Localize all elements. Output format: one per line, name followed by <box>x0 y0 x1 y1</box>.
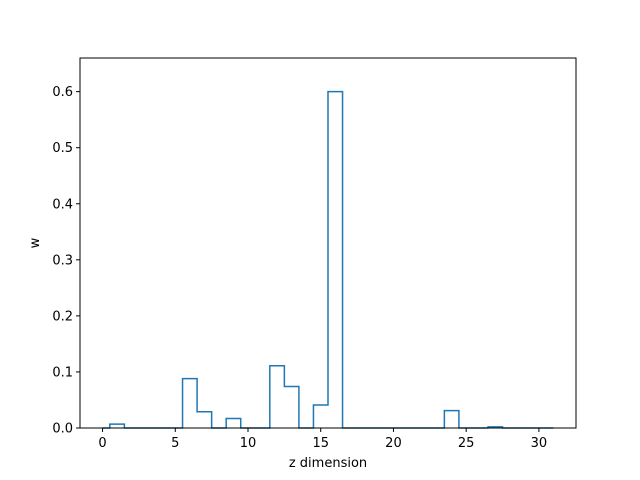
y-tick-label: 0.0 <box>52 422 73 437</box>
y-tick-label: 0.2 <box>52 309 73 324</box>
x-tick-label: 10 <box>240 436 257 451</box>
x-tick-label: 20 <box>385 436 402 451</box>
x-tick-label: 25 <box>458 436 475 451</box>
x-axis-ticks: 0 5 10 15 20 25 30 <box>98 428 547 451</box>
axes-frame <box>79 57 577 429</box>
x-tick-label: 15 <box>312 436 329 451</box>
y-tick-label: 0.3 <box>52 253 73 268</box>
x-tick-label: 0 <box>98 436 106 451</box>
x-tick-label: 30 <box>531 436 548 451</box>
y-tick-label: 0.4 <box>52 197 73 212</box>
x-tick-label: 5 <box>171 436 179 451</box>
y-axis-label: w <box>28 237 43 248</box>
y-tick-label: 0.1 <box>52 365 73 380</box>
x-axis-label: z dimension <box>289 456 367 471</box>
y-tick-label: 0.5 <box>52 141 73 156</box>
y-axis-ticks: 0.0 0.1 0.2 0.3 0.4 0.5 0.6 <box>52 85 80 437</box>
y-tick-label: 0.6 <box>52 85 73 100</box>
